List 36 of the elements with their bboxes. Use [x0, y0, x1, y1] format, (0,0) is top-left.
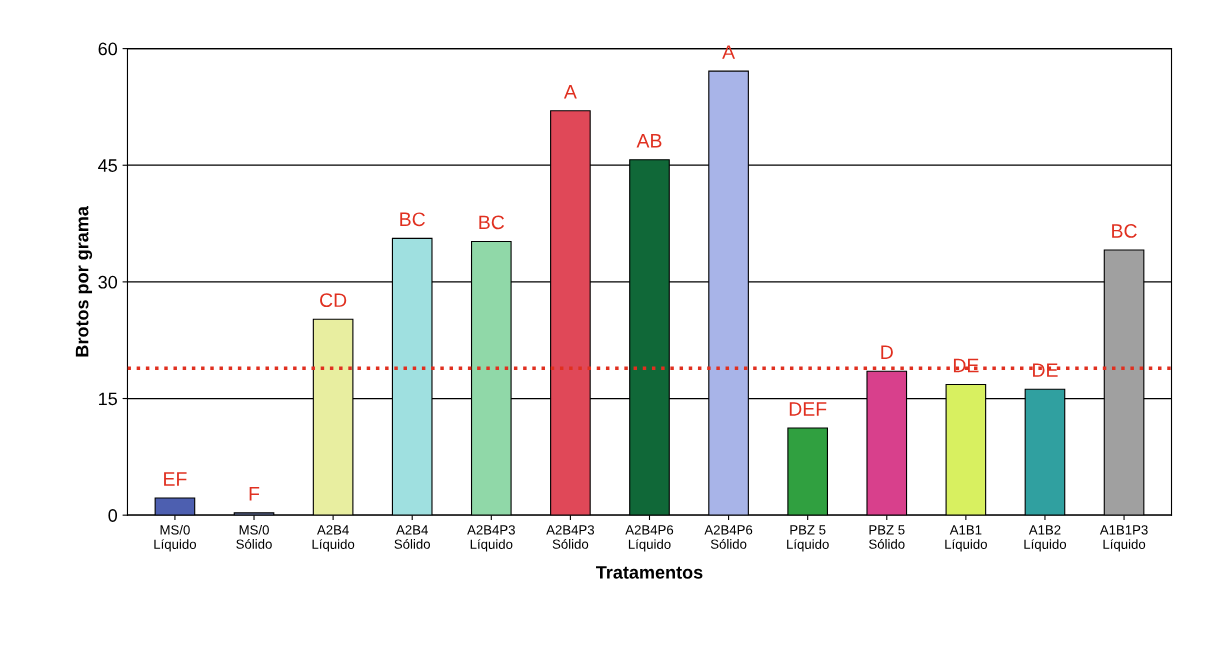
x-tick-label: A2B4 Líquido — [312, 525, 355, 552]
x-tick-label: A2B4P3 Líquido — [467, 525, 515, 552]
bar — [154, 497, 196, 516]
x-tick-label: PBZ 5 Líquido — [787, 525, 829, 552]
y-tick-label: 45 — [98, 159, 117, 172]
annotation: CD — [320, 293, 347, 308]
annotation: DE — [953, 358, 979, 373]
x-tick-label: A1B1 Líquido — [945, 525, 987, 552]
x-tick-label: MS/0 Sólido — [236, 524, 272, 549]
y-tick-label: 30 — [98, 275, 118, 289]
y-tick-label: 0 — [108, 509, 118, 522]
x-tick-label: A2B4P3 Sólido — [546, 525, 595, 549]
x-tick-label: A1B1P3 Líquido — [1099, 525, 1148, 552]
bar — [787, 427, 829, 516]
annotation: BC — [400, 212, 425, 227]
annotation: DEF — [789, 402, 827, 416]
x-tick-label: A2B4P6 Sólido — [704, 525, 753, 549]
y-tick-label: 60 — [98, 42, 118, 56]
x-tick-label: PBZ 5 Sólido — [869, 525, 905, 549]
x-tick-label: A2B4P6 Líquido — [625, 525, 674, 552]
annotation: EF — [164, 472, 187, 486]
annotation: F — [249, 487, 260, 501]
annotation: A — [722, 45, 736, 59]
annotation: BC — [1112, 224, 1137, 238]
y-tick-label: 15 — [99, 392, 117, 406]
x-tick-label: A1B2 Líquido — [1024, 525, 1067, 552]
y-axis-title: Brotos por grama — [75, 206, 93, 357]
annotation: D — [881, 345, 893, 359]
annotation: DE — [1033, 363, 1058, 377]
bar — [233, 512, 275, 516]
x-tick-label: A2B4 Sólido — [394, 525, 430, 549]
annotation: A — [563, 85, 577, 99]
annotation: AB — [636, 134, 662, 148]
x-tick-label: MS/0 Líquido — [154, 524, 197, 552]
x-axis-title: Tratamentos — [596, 566, 703, 579]
annotation: BC — [479, 215, 505, 230]
